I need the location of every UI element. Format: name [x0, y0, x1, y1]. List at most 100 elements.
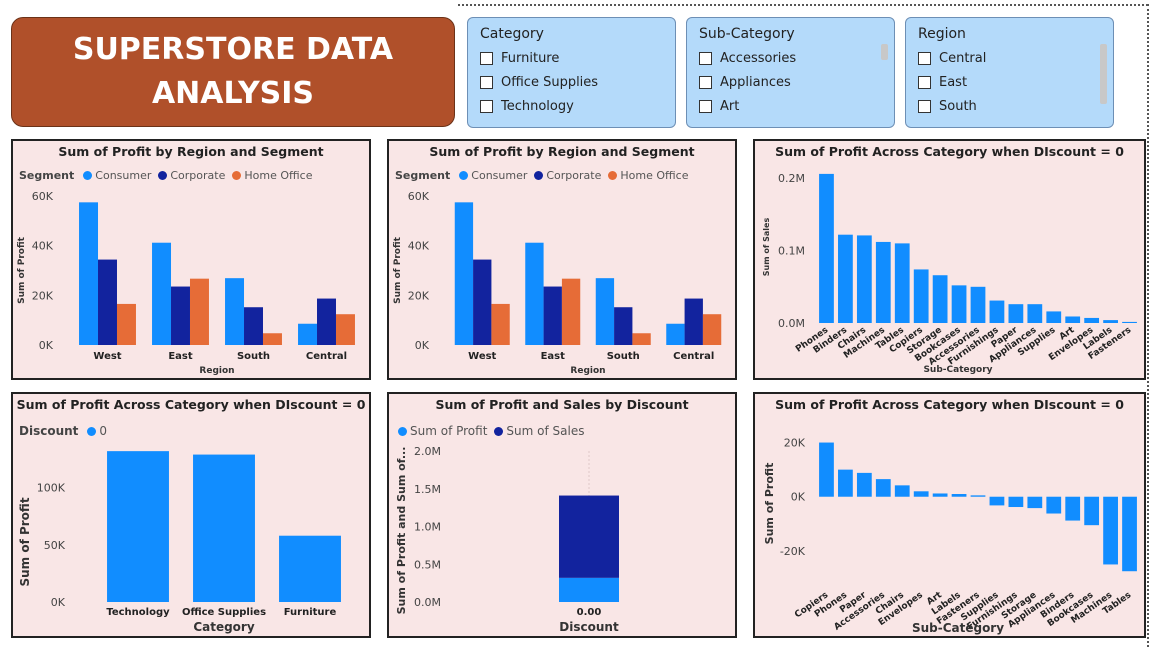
bar-storage [932, 275, 948, 323]
bar-phones [819, 173, 834, 323]
y-axis-title: Sum of Profit [763, 463, 776, 545]
x-axis-title: Sub-Category [912, 621, 1004, 635]
x-tick-label: West [468, 351, 496, 362]
subcategory-option-accessories[interactable]: Accessories [699, 46, 882, 70]
report-title-box: SUPERSTORE DATA ANALYSIS [11, 17, 455, 127]
checkbox-icon[interactable] [480, 75, 493, 89]
bar-east-consumer [152, 242, 172, 345]
legend-discount-marker [87, 426, 97, 436]
bar-west-consumer [454, 202, 474, 345]
y-tick-label: 40K [408, 240, 430, 253]
x-tick-label: West [93, 351, 121, 362]
category-option-office-supplies[interactable]: Office Supplies [480, 70, 663, 94]
y-axis-title: Sum of Profit [17, 236, 27, 304]
chart-canvas: 0K 50K 100K Sum of Profit Technology Office S… [18, 451, 341, 634]
chart-title: Sum of Profit and Sales by Discount [435, 397, 689, 412]
x-tick-label: South [607, 351, 640, 362]
legend-consumer-marker [83, 171, 93, 180]
region-option-label: East [939, 74, 968, 90]
bar-accessories [875, 479, 891, 497]
chart-title: Sum of Profit by Region and Segment [429, 144, 695, 159]
category-option-label: Technology [501, 98, 574, 114]
bar-segment-sum-of-profit [559, 577, 619, 602]
bar-labels [951, 494, 967, 497]
bar-labels [1103, 320, 1118, 323]
y-tick-label: 0K [39, 339, 54, 352]
bar-accessories [970, 286, 986, 323]
region-option-south[interactable]: South [918, 94, 1101, 118]
chart-legend: Sum of Profit Sum of Sales [395, 424, 588, 438]
bar-south-consumer [225, 278, 245, 345]
region-option-east[interactable]: East [918, 70, 1101, 94]
checkbox-icon[interactable] [480, 51, 493, 65]
legend-consumer-label: Consumer [471, 169, 528, 182]
x-tick-label: East [541, 351, 566, 362]
bar-east-corporate [171, 286, 190, 345]
bar-south-corporate [244, 307, 263, 345]
bar-storage [1027, 496, 1043, 509]
bar-central-consumer [298, 323, 318, 345]
chart-legend: Discount 0 [19, 424, 111, 438]
bar-technology [107, 451, 169, 602]
y-tick-label: 20K [32, 289, 54, 302]
checkbox-icon[interactable] [699, 51, 712, 65]
bar-chairs [856, 235, 872, 323]
y-tick-label: 0K [415, 339, 430, 352]
bar-east-corporate [543, 286, 562, 345]
chart-sales-by-subcategory: Sum of Profit Across Category when DIsco… [753, 139, 1146, 380]
bar-furnishings [989, 300, 1005, 323]
region-slicer: Region Central East South [905, 17, 1114, 128]
bar-bookcases [951, 285, 967, 323]
bar-envelopes [1084, 317, 1100, 323]
checkbox-icon[interactable] [918, 75, 931, 89]
checkbox-icon[interactable] [918, 99, 931, 113]
checkbox-icon[interactable] [699, 75, 712, 89]
bar-central-consumer [666, 323, 685, 345]
bar-phones [838, 469, 853, 497]
region-scrollbar[interactable] [1100, 44, 1107, 104]
bar-art [932, 493, 948, 497]
chart-canvas: 0K 20K 40K 60K Sum of Profit West East South Cen… [393, 190, 722, 376]
legend-corporate-marker [158, 171, 168, 180]
checkbox-icon[interactable] [918, 51, 931, 65]
bar-machines [875, 241, 891, 323]
legend-profit-marker [398, 426, 407, 436]
legend-consumer-label: Consumer [95, 169, 152, 182]
bar-east-home-office [561, 278, 581, 345]
category-option-technology[interactable]: Technology [480, 94, 663, 118]
checkbox-icon[interactable] [480, 99, 493, 113]
chart-title: Sum of Profit by Region and Segment [58, 144, 324, 159]
subcategory-option-art[interactable]: Art [699, 94, 882, 118]
subcategory-scrollbar[interactable] [881, 44, 888, 60]
x-axis-title: Sub-Category [923, 365, 992, 375]
bar-supplies [1046, 311, 1062, 323]
chart-title: Sum of Profit Across Category when DIsco… [775, 144, 1124, 159]
y-axis-title: Sum of Sales [762, 218, 771, 277]
bar-fasteners [1122, 321, 1137, 323]
chart-legend: Segment Consumer Corporate Home Office [395, 169, 692, 182]
bar-central-corporate [317, 298, 336, 345]
bar-bookcases [1084, 496, 1100, 526]
bar-furniture [279, 535, 341, 602]
chart-profit-region-segment-2: Sum of Profit by Region and Segment Segm… [387, 139, 737, 380]
region-slicer-title: Region [918, 26, 966, 42]
x-axis-title: Region [199, 366, 234, 376]
y-tick-label: -20K [780, 545, 806, 558]
bar-copiers [819, 442, 834, 497]
category-option-furniture[interactable]: Furniture [480, 46, 663, 70]
chart-profit-region-segment-1: Sum of Profit by Region and Segment Segm… [11, 139, 371, 380]
y-tick-label: 1.0M [414, 521, 441, 534]
subcategory-option-appliances[interactable]: Appliances [699, 70, 882, 94]
bar-segment-sum-of-sales [559, 495, 619, 578]
legend-profit-label: Sum of Profit [410, 424, 488, 438]
subcategory-slicer-title: Sub-Category [699, 26, 795, 42]
bar-west-home-office [491, 303, 510, 345]
y-tick-label: 50K [44, 539, 66, 552]
legend-corporate-label: Corporate [546, 169, 602, 182]
region-option-central[interactable]: Central [918, 46, 1101, 70]
checkbox-icon[interactable] [699, 99, 712, 113]
bar-central-home-office [335, 314, 355, 345]
legend-home-office-marker [608, 171, 618, 180]
